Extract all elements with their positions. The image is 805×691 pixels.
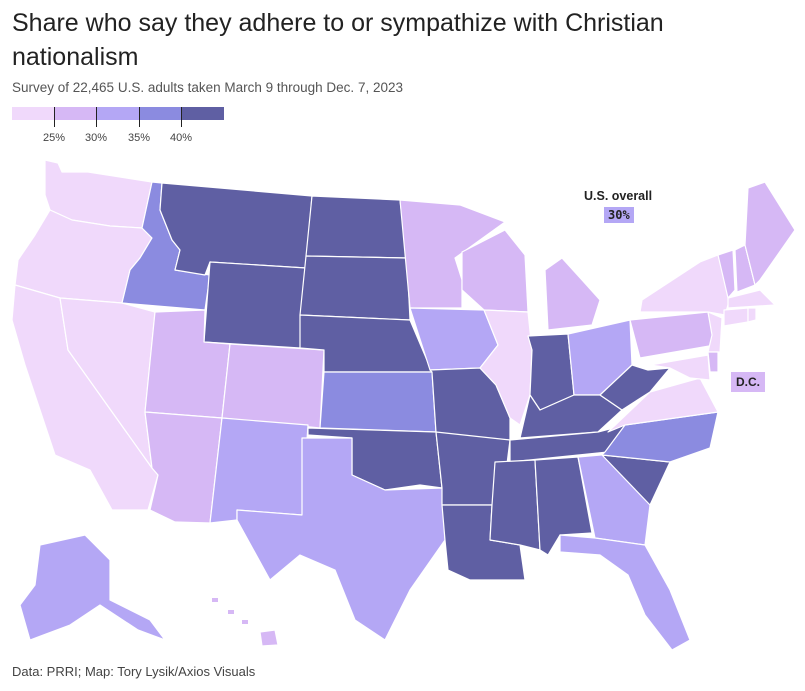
state-montana bbox=[159, 182, 313, 276]
state-hawaii-island bbox=[212, 598, 218, 602]
state-mississippi bbox=[489, 459, 541, 551]
state-colorado bbox=[221, 343, 325, 429]
legend-label-35: 35% bbox=[127, 132, 151, 144]
state-connecticut bbox=[723, 307, 749, 327]
source-credit: Data: PRRI; Map: Tory Lysik/Axios Visual… bbox=[12, 664, 256, 679]
legend-swatch-1 bbox=[54, 107, 97, 120]
us-overall-value: 30% bbox=[604, 207, 634, 223]
state-new-york bbox=[639, 254, 731, 316]
state-rhode-island bbox=[747, 307, 757, 323]
state-wyoming bbox=[203, 261, 307, 349]
color-legend bbox=[12, 107, 225, 120]
state-south-dakota bbox=[299, 255, 411, 321]
state-alaska bbox=[19, 534, 166, 641]
state-illinois bbox=[479, 309, 533, 426]
state-pennsylvania bbox=[629, 311, 716, 359]
legend-label-40: 40% bbox=[169, 132, 193, 144]
state-hawaii-island bbox=[228, 610, 234, 614]
legend-label-25: 25% bbox=[42, 132, 66, 144]
state-texas bbox=[236, 437, 446, 641]
state-massachusetts bbox=[727, 289, 776, 309]
state-kansas bbox=[319, 371, 437, 433]
state-new-mexico bbox=[209, 417, 309, 524]
state-north-dakota bbox=[305, 195, 408, 259]
legend-swatch-3 bbox=[139, 107, 182, 120]
legend-swatch-0 bbox=[12, 107, 55, 120]
state-vermont bbox=[717, 249, 736, 299]
dc-label: D.C. bbox=[731, 372, 765, 392]
state-virginia bbox=[607, 377, 719, 433]
legend-tick bbox=[96, 107, 97, 127]
state-hawaii-island bbox=[242, 620, 248, 624]
legend-tick bbox=[54, 107, 55, 127]
state-arizona bbox=[144, 411, 223, 524]
legend-label-30: 30% bbox=[84, 132, 108, 144]
state-hawaii bbox=[259, 629, 279, 647]
legend-swatch-2 bbox=[96, 107, 140, 120]
state-maryland bbox=[649, 354, 711, 381]
chart-title: Share who say they adhere to or sympathi… bbox=[12, 9, 664, 71]
chart-subtitle: Survey of 22,465 U.S. adults taken March… bbox=[12, 80, 403, 95]
state-maine bbox=[744, 181, 796, 286]
us-overall-label: U.S. overall bbox=[584, 189, 653, 203]
state-florida bbox=[559, 534, 691, 651]
state-michigan bbox=[544, 257, 601, 331]
legend-tick bbox=[139, 107, 140, 127]
legend-tick bbox=[181, 107, 182, 127]
legend-swatch-4 bbox=[181, 107, 225, 120]
